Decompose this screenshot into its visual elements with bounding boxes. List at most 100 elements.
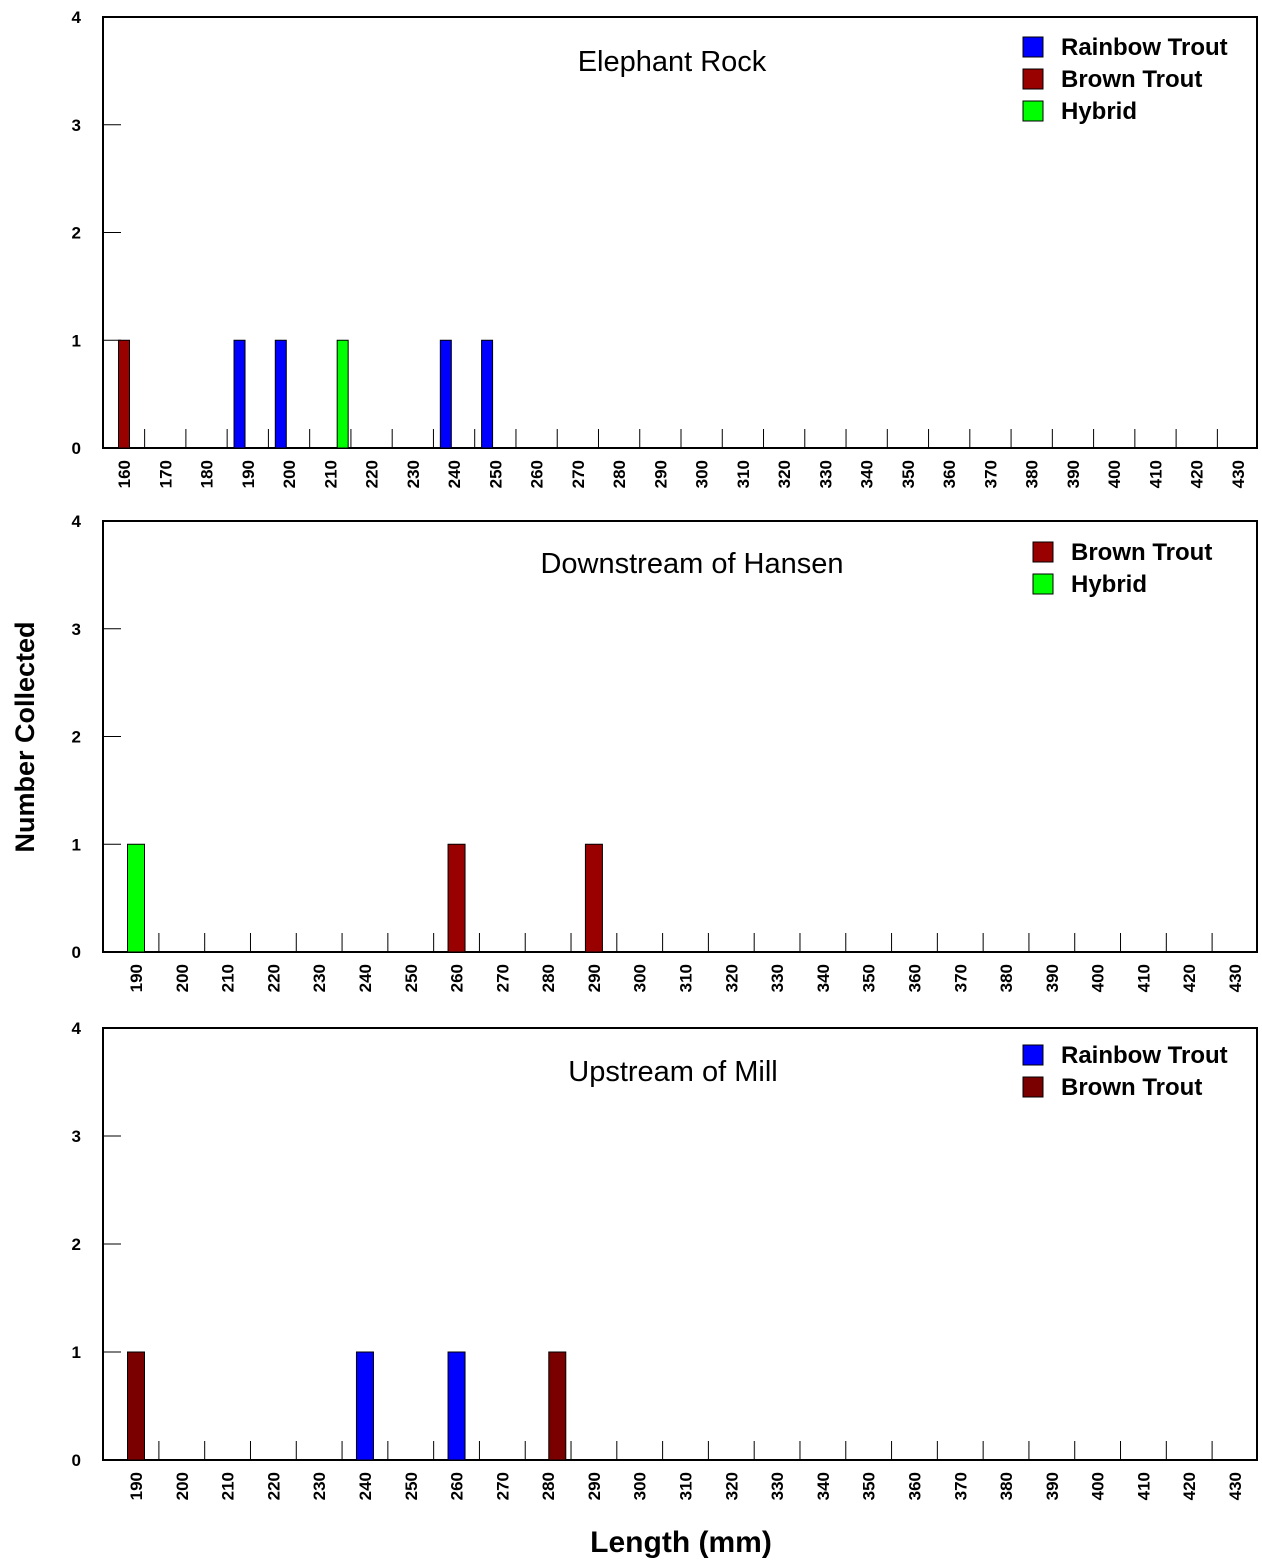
x-tick-label: 280: [610, 460, 629, 488]
x-tick-label: 230: [310, 1472, 329, 1500]
bar-brown-trout-160: [118, 339, 130, 449]
bar-brown-trout-190: [127, 1351, 145, 1461]
y-tick-label: 2: [72, 728, 81, 747]
chart-panel-1: 0 1 2 3 4 160 170 180 190 200 210 220 230 240 250 260 27…: [72, 8, 1258, 488]
y-axis-title: Number Collected: [10, 621, 40, 852]
x-tick-label: 160: [115, 460, 134, 488]
legend-label: Hybrid: [1061, 98, 1137, 125]
y-tick-label: 0: [72, 1451, 81, 1470]
x-tick-label: 340: [814, 1472, 833, 1500]
bar-rainbow-trout-198: [274, 339, 287, 449]
x-tick-label: 410: [1146, 460, 1165, 488]
x-tick-label: 270: [569, 460, 588, 488]
x-tick-label: 180: [198, 460, 217, 488]
x-tick-label: 300: [631, 1472, 650, 1500]
legend-label: Rainbow Trout: [1061, 34, 1228, 61]
panel-title: Upstream of Mill: [568, 1056, 778, 1088]
x-tick-label: 310: [677, 1472, 696, 1500]
x-tick-label: 310: [734, 460, 753, 488]
x-tick-label: 390: [1043, 1472, 1062, 1500]
x-tick-label: 220: [264, 964, 283, 992]
legend-label: Brown Trout: [1061, 1074, 1202, 1101]
x-tick-label: 320: [722, 964, 741, 992]
x-tick-label: 400: [1089, 964, 1108, 992]
x-tick-label: 420: [1180, 1472, 1199, 1500]
y-tick-label: 2: [72, 1235, 81, 1254]
x-tick-label: 190: [127, 964, 146, 992]
y-tick-label: 3: [72, 620, 81, 639]
x-tick-label: 300: [631, 964, 650, 992]
legend-label: Brown Trout: [1061, 66, 1202, 93]
x-tick-label: 270: [493, 1472, 512, 1500]
x-tick-label: 210: [219, 964, 238, 992]
y-tick-label: 1: [72, 331, 81, 350]
x-tick-label: 290: [651, 460, 670, 488]
x-tick-label: 370: [981, 460, 1000, 488]
legend-swatch: [1022, 1044, 1044, 1066]
y-tick-label: 4: [72, 8, 82, 27]
x-tick-label: 210: [219, 1472, 238, 1500]
panel-title: Downstream of Hansen: [540, 548, 843, 580]
x-tick-label: 330: [816, 460, 835, 488]
x-tick-label: 200: [173, 964, 192, 992]
x-tick-label: 330: [768, 1472, 787, 1500]
x-tick-label: 260: [448, 1472, 467, 1500]
x-tick-label: 370: [951, 964, 970, 992]
x-tick-label: 250: [402, 964, 421, 992]
bar-rainbow-trout-260: [447, 1351, 466, 1461]
bar-rainbow-trout-248: [481, 339, 494, 449]
legend-swatch: [1022, 1076, 1044, 1098]
bar-rainbow-trout-240: [355, 1351, 374, 1461]
x-tick-label: 360: [940, 460, 959, 488]
chart-panel-2: 0 1 2 3 4 190 200 210 220 230 240 250 260 270 280 290 30…: [72, 512, 1258, 992]
x-tick-label: 400: [1089, 1472, 1108, 1500]
x-tick-label: 430: [1226, 1472, 1245, 1500]
x-tick-label: 200: [173, 1472, 192, 1500]
bar-hybrid-190: [127, 843, 145, 953]
bar-hybrid-213: [336, 339, 349, 449]
legend-label: Rainbow Trout: [1061, 1042, 1228, 1069]
x-tick-label: 170: [156, 460, 175, 488]
y-tick-label: 4: [72, 1019, 82, 1038]
x-tick-label: 200: [280, 460, 299, 488]
x-tick-label: 290: [585, 1472, 604, 1500]
legend-label: Hybrid: [1071, 571, 1147, 598]
x-tick-label: 380: [997, 964, 1016, 992]
x-tick-label: 250: [402, 1472, 421, 1500]
y-tick-label: 4: [72, 512, 82, 531]
x-tick-label: 260: [448, 964, 467, 992]
x-tick-label: 280: [539, 1472, 558, 1500]
y-tick-label: 1: [72, 1343, 81, 1362]
legend-label: Brown Trout: [1071, 539, 1212, 566]
legend-swatch: [1022, 100, 1044, 122]
x-tick-label: 430: [1226, 964, 1245, 992]
legend-swatch: [1022, 36, 1044, 58]
x-tick-label: 320: [722, 1472, 741, 1500]
x-tick-label: 290: [585, 964, 604, 992]
x-tick-label: 270: [493, 964, 512, 992]
x-tick-label: 360: [905, 1472, 924, 1500]
x-tick-label: 350: [899, 460, 918, 488]
y-tick-label: 0: [72, 439, 81, 458]
x-axis-title: Length (mm): [590, 1526, 772, 1559]
x-tick-label: 260: [528, 460, 547, 488]
x-tick-label: 350: [860, 964, 879, 992]
x-tick-label: 320: [775, 460, 794, 488]
bar-brown-trout-260: [447, 843, 466, 953]
x-tick-label: 410: [1134, 1472, 1153, 1500]
x-tick-label: 380: [997, 1472, 1016, 1500]
x-tick-label: 330: [768, 964, 787, 992]
bar-rainbow-trout-238: [439, 339, 452, 449]
x-tick-label: 220: [363, 460, 382, 488]
x-tick-label: 420: [1180, 964, 1199, 992]
x-tick-label: 230: [404, 460, 423, 488]
x-tick-label: 340: [814, 964, 833, 992]
y-tick-label: 3: [72, 1127, 81, 1146]
x-tick-label: 340: [858, 460, 877, 488]
x-tick-label: 430: [1229, 460, 1248, 488]
x-tick-label: 210: [321, 460, 340, 488]
y-tick-label: 1: [72, 835, 81, 854]
x-tick-label: 310: [677, 964, 696, 992]
x-tick-label: 280: [539, 964, 558, 992]
